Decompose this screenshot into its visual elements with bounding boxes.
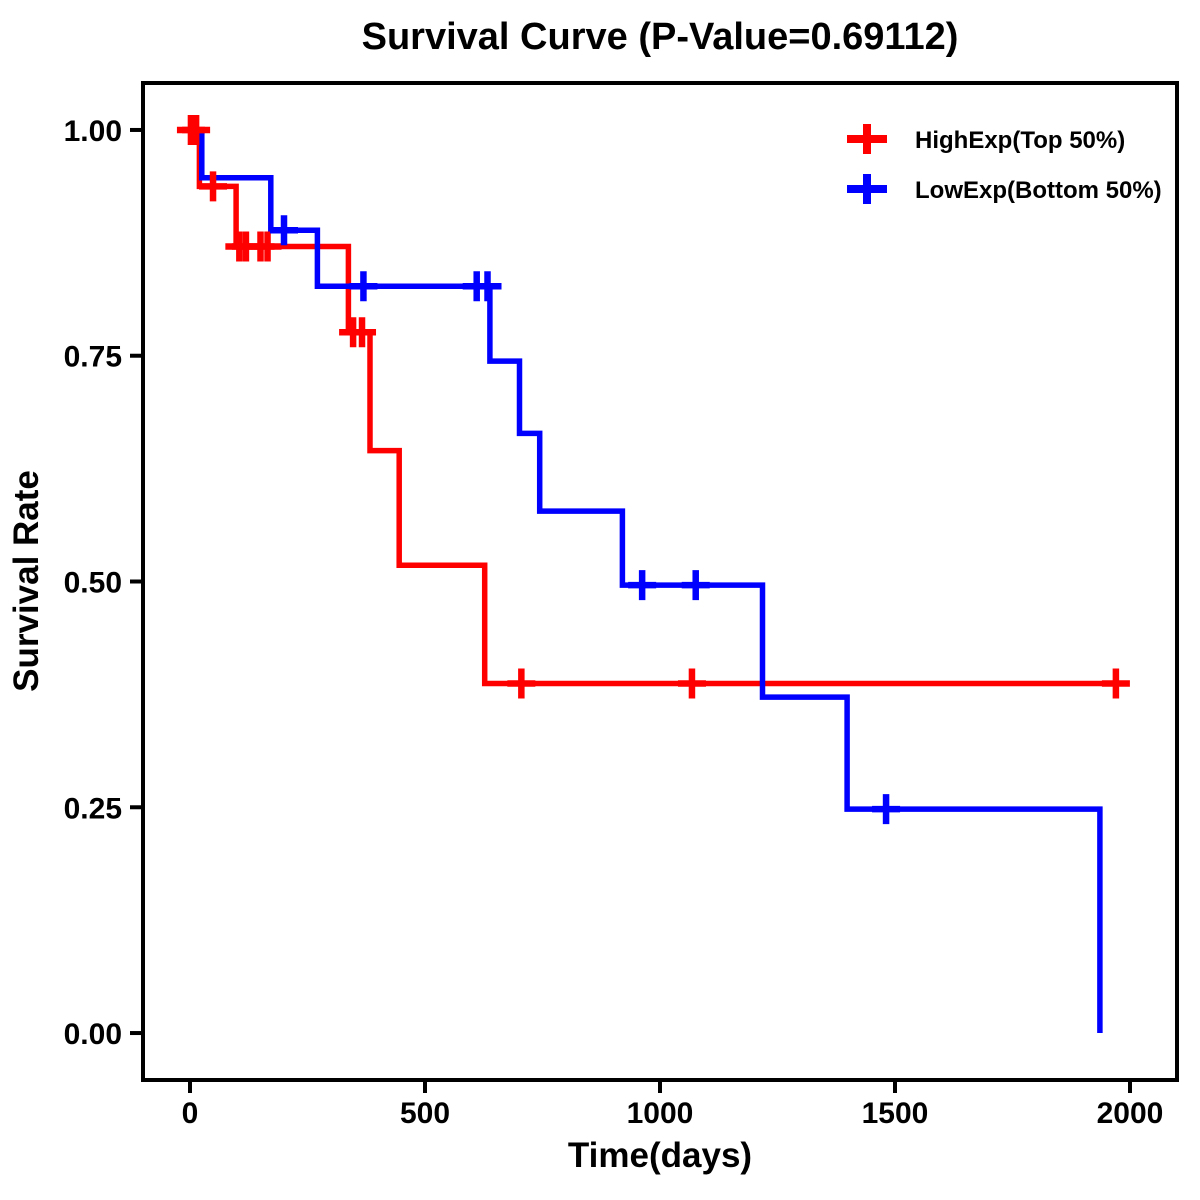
censor-mark-lowexp [270, 215, 298, 246]
y-tick-label: 1.00 [64, 115, 122, 148]
y-axis-label: Survival Rate [7, 470, 46, 692]
y-tick-label: 0.00 [64, 1018, 122, 1051]
censor-mark-highexp [253, 231, 282, 262]
chart-title: Survival Curve (P-Value=0.69112) [362, 16, 959, 58]
legend-marker-highexp-plus-icon [847, 124, 887, 154]
y-tick-label: 0.25 [64, 792, 122, 825]
x-axis-ticks: 0 500 1000 1500 2000 [182, 1080, 1164, 1130]
x-tick-label: 1000 [627, 1097, 694, 1130]
y-axis-ticks: 0.00 0.25 0.50 0.75 1.00 [64, 115, 143, 1051]
legend: HighExp(Top 50%) LowExp(Bottom 50%) [847, 124, 1162, 204]
censor-mark-lowexp [872, 794, 901, 825]
survival-curves [190, 127, 1119, 1033]
censor-mark-lowexp [628, 570, 657, 601]
censor-marks [176, 114, 1130, 825]
censor-mark-highexp [507, 668, 536, 699]
legend-label-lowexp: LowExp(Bottom 50%) [915, 177, 1162, 204]
y-tick-label: 0.50 [64, 567, 122, 600]
censor-mark-highexp [1101, 668, 1130, 699]
censor-mark-lowexp [473, 271, 502, 302]
censor-mark-highexp [182, 114, 211, 145]
censor-mark-highexp [199, 171, 228, 202]
censor-mark-lowexp [681, 570, 710, 601]
survival-curve-highexp [190, 127, 1119, 687]
censor-mark-lowexp [349, 271, 378, 302]
x-tick-label: 2000 [1097, 1097, 1164, 1130]
legend-marker-lowexp-plus-icon [847, 174, 887, 204]
x-tick-label: 1500 [862, 1097, 929, 1130]
x-tick-label: 0 [182, 1097, 199, 1130]
x-tick-label: 500 [400, 1097, 450, 1130]
legend-label-highexp: HighExp(Top 50%) [915, 127, 1125, 154]
censor-mark-highexp [677, 668, 706, 699]
x-axis-label: Time(days) [568, 1136, 752, 1175]
y-tick-label: 0.75 [64, 341, 122, 374]
survival-curve-lowexp [190, 127, 1103, 1033]
censor-mark-highexp [348, 317, 377, 348]
